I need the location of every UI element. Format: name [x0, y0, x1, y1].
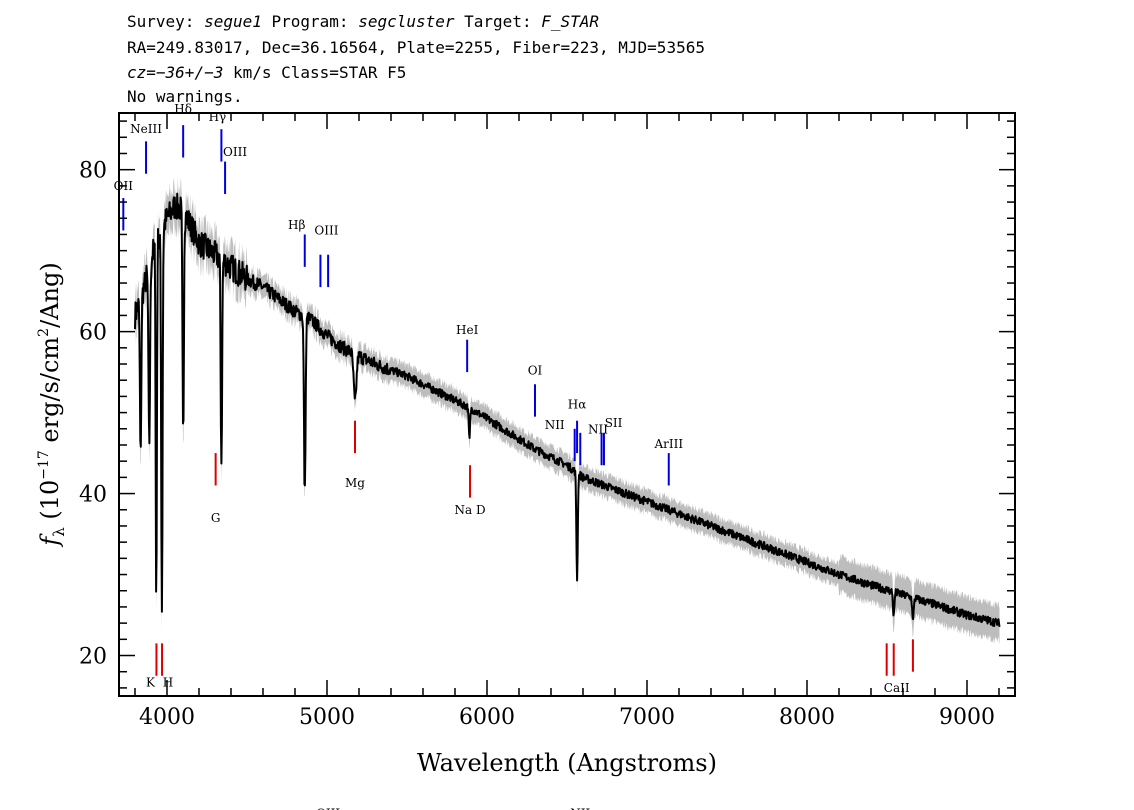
- x-tick-label: 5000: [299, 705, 355, 730]
- x-tick-label: 9000: [939, 705, 995, 730]
- x-tick-label: 7000: [619, 705, 675, 730]
- absorption-line-label: K: [146, 675, 156, 689]
- absorption-line-label: G: [211, 511, 221, 525]
- emission-line-label: OIII: [314, 223, 338, 237]
- x-tick-label: 8000: [779, 705, 835, 730]
- header-line-4: No warnings.: [127, 87, 243, 106]
- emission-line-label: OIII: [223, 145, 247, 159]
- emission-line-label: OIII: [316, 806, 340, 810]
- absorption-line-label: Na D: [454, 503, 485, 517]
- emission-line-label: NII: [570, 806, 590, 810]
- spectral-line-markers: OIINeIIIHδHγOIIIHβOIIIOIIIHeIOINIIHαNIIS…: [114, 102, 914, 810]
- target-label: Target:: [454, 12, 542, 31]
- y-axis-title: fλ (10−17 erg/s/cm2/Ang): [36, 262, 68, 547]
- cz-label: cz=: [127, 63, 156, 82]
- emission-line-label: ArIII: [653, 437, 683, 451]
- header-line-2: RA=249.83017, Dec=36.16564, Plate=2255, …: [127, 38, 705, 57]
- y-tick-label: 20: [79, 645, 107, 670]
- y-tick-label: 60: [79, 321, 107, 346]
- program-value: segcluster: [358, 12, 455, 31]
- plot-frame: [118, 112, 1016, 697]
- emission-line-label: HeI: [456, 323, 479, 337]
- flux-series: [134, 192, 1001, 628]
- program-label: Program:: [261, 12, 359, 31]
- y-tick-label: 40: [79, 483, 107, 508]
- class-info: km/s Class=STAR F5: [223, 63, 407, 82]
- x-axis-title: Wavelength (Angstroms): [417, 749, 717, 777]
- absorption-line-label: H: [163, 675, 173, 689]
- flux-line: [134, 192, 1001, 628]
- absorption-line-label: CaII: [884, 681, 910, 695]
- x-tick-label: 6000: [459, 705, 515, 730]
- emission-line-label: NII: [588, 423, 608, 437]
- survey-label: Survey:: [127, 12, 205, 31]
- survey-value: segue1: [204, 12, 262, 31]
- header-line-1: Survey: segue1 Program: segcluster Targe…: [127, 12, 599, 32]
- emission-line-label: NII: [545, 418, 565, 432]
- axis-ticks: 4000 5000 6000 7000 8000 9000 20 40 60 80: [79, 113, 1015, 730]
- absorption-line-label: Mg: [345, 476, 365, 490]
- emission-line-label: Hβ: [288, 218, 305, 232]
- target-value: F_STAR: [541, 12, 600, 31]
- header-line-3: cz=−36+/−3 km/s Class=STAR F5: [127, 63, 406, 83]
- emission-line-label: OI: [528, 364, 543, 378]
- emission-line-label: Hα: [568, 398, 587, 412]
- y-tick-label: 80: [79, 159, 107, 184]
- emission-line-label: NeIII: [130, 122, 162, 136]
- x-tick-label: 4000: [139, 705, 195, 730]
- emission-line-label: SII: [605, 416, 623, 430]
- velocity-value: −36+/−3: [155, 63, 224, 82]
